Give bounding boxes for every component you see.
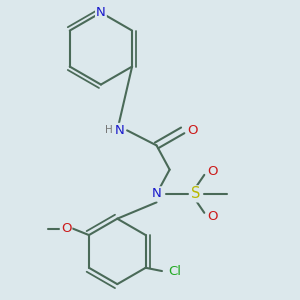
- Text: O: O: [61, 222, 71, 235]
- Text: N: N: [115, 124, 125, 137]
- Text: N: N: [96, 6, 106, 19]
- Text: S: S: [191, 186, 200, 201]
- Text: O: O: [187, 124, 198, 137]
- Text: O: O: [207, 210, 217, 223]
- Text: H: H: [105, 125, 113, 135]
- Text: O: O: [207, 165, 217, 178]
- Text: Cl: Cl: [169, 265, 182, 278]
- Text: N: N: [152, 187, 161, 200]
